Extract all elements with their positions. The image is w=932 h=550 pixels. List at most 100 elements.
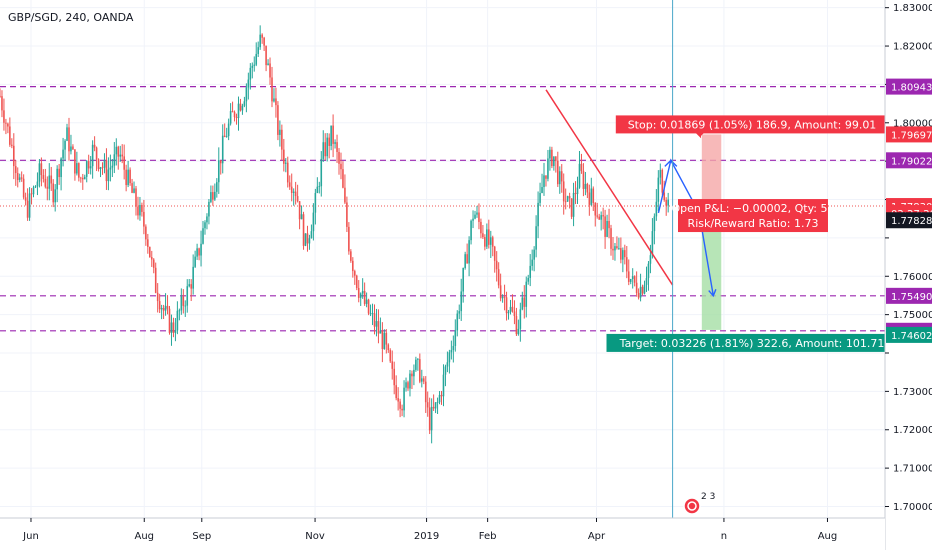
- price-tag-label: 1.75490: [891, 292, 932, 303]
- candle-body: [373, 313, 376, 327]
- trend-line[interactable]: [545, 89, 674, 286]
- projection-peak-arrow-icon: [664, 159, 678, 167]
- candle-body: [225, 136, 228, 137]
- candle-body: [529, 265, 532, 278]
- candle-body: [168, 308, 171, 333]
- candle-body: [40, 163, 43, 176]
- candle-body: [488, 229, 490, 245]
- candle-body: [555, 156, 557, 161]
- candle-body: [139, 205, 141, 216]
- candle-body: [572, 192, 575, 217]
- candle-body: [109, 167, 112, 170]
- candle-body: [651, 231, 654, 256]
- candle-body: [348, 226, 350, 252]
- candle-body: [3, 110, 5, 123]
- candle-body: [97, 159, 100, 170]
- candle-body: [145, 226, 147, 240]
- candle-body: [596, 215, 599, 217]
- candle-body: [527, 277, 530, 282]
- candle-body: [302, 214, 305, 246]
- candle-body: [509, 306, 512, 312]
- candle-body: [243, 101, 246, 106]
- candle-body: [462, 267, 464, 292]
- candle-body: [422, 378, 425, 382]
- candle-body: [618, 248, 620, 249]
- candle-body: [622, 250, 624, 260]
- symbol-title: GBP/SGD, 240, OANDA: [8, 11, 134, 24]
- candle-body: [547, 158, 549, 179]
- candle-body: [578, 163, 581, 188]
- candle-body: [107, 169, 110, 182]
- candle-body: [513, 311, 516, 317]
- time-axis-tick-label: 2019: [414, 531, 439, 542]
- candle-body: [434, 402, 437, 409]
- target-label-bg: [606, 333, 898, 352]
- candle-body: [212, 192, 214, 200]
- stop-label: Stop: 0.01869 (1.05%) 186.9, Amount: 99.…: [628, 118, 877, 131]
- candle-body: [501, 296, 504, 299]
- candle-body: [377, 321, 380, 334]
- candle-body: [661, 169, 664, 193]
- candle-body: [292, 191, 295, 193]
- candle-body: [267, 63, 269, 66]
- candle-body: [401, 408, 403, 411]
- candle-body: [172, 322, 175, 333]
- time-axis-tick-label: Aug: [134, 531, 154, 542]
- candle-body: [545, 175, 547, 179]
- candle-body: [387, 344, 390, 351]
- candle-body: [620, 248, 622, 260]
- candle-body: [582, 170, 585, 189]
- candle-body: [38, 163, 41, 182]
- time-axis[interactable]: Jun Aug Sep Nov 2019 Feb Apr n Aug: [0, 517, 885, 550]
- candle-body: [119, 154, 122, 157]
- price-axis[interactable]: 1.83000 1.82000 1.80000 1.76000 1.75000 1.730…: [884, 0, 932, 550]
- candle-body: [28, 193, 31, 218]
- candle-body: [312, 212, 315, 232]
- candle-body: [76, 163, 78, 174]
- candles-series: [0, 25, 669, 444]
- candle-body: [505, 297, 508, 314]
- candle-body: [330, 125, 332, 146]
- candle-body: [56, 168, 58, 190]
- candle-body: [156, 292, 159, 302]
- candle-body: [342, 169, 344, 188]
- price-tag-label: 1.79697: [891, 130, 932, 141]
- candle-body: [363, 290, 366, 304]
- candle-body: [497, 269, 500, 286]
- candle-body: [103, 160, 106, 168]
- candle-body: [444, 366, 447, 375]
- candle-body: [393, 368, 396, 386]
- candle-body: [20, 177, 23, 179]
- candle-body: [9, 126, 11, 145]
- candle-body: [350, 251, 352, 261]
- candle-body: [523, 297, 526, 307]
- stop-zone: [701, 134, 722, 207]
- candle-body: [87, 161, 90, 169]
- candle-body: [539, 193, 541, 203]
- price-axis-tick-label: 1.75000: [893, 310, 932, 321]
- candle-body: [460, 291, 463, 312]
- candle-body: [251, 65, 254, 68]
- candle-body: [495, 260, 498, 270]
- candle-body: [409, 373, 411, 389]
- candle-body: [352, 260, 354, 272]
- candle-body: [273, 98, 275, 102]
- open-pnl-label: Open P&L: −0.00002, Qty: 53: [672, 202, 835, 215]
- candle-body: [202, 228, 204, 244]
- candle-body: [624, 250, 626, 258]
- event-marker-icon[interactable]: 2 3: [683, 492, 715, 515]
- grid-lines: [0, 0, 885, 518]
- candle-body: [464, 254, 466, 268]
- candle-body: [458, 311, 461, 314]
- candle-body: [206, 216, 208, 223]
- candle-body: [210, 192, 212, 202]
- candle-body: [344, 187, 346, 203]
- candle-body: [637, 292, 640, 298]
- time-axis-tick-label: Nov: [305, 531, 325, 542]
- candle-body: [298, 201, 301, 220]
- candle-body: [480, 221, 482, 234]
- candle-body: [340, 163, 342, 170]
- candle-body: [178, 310, 181, 312]
- price-tag-bg: [886, 326, 932, 343]
